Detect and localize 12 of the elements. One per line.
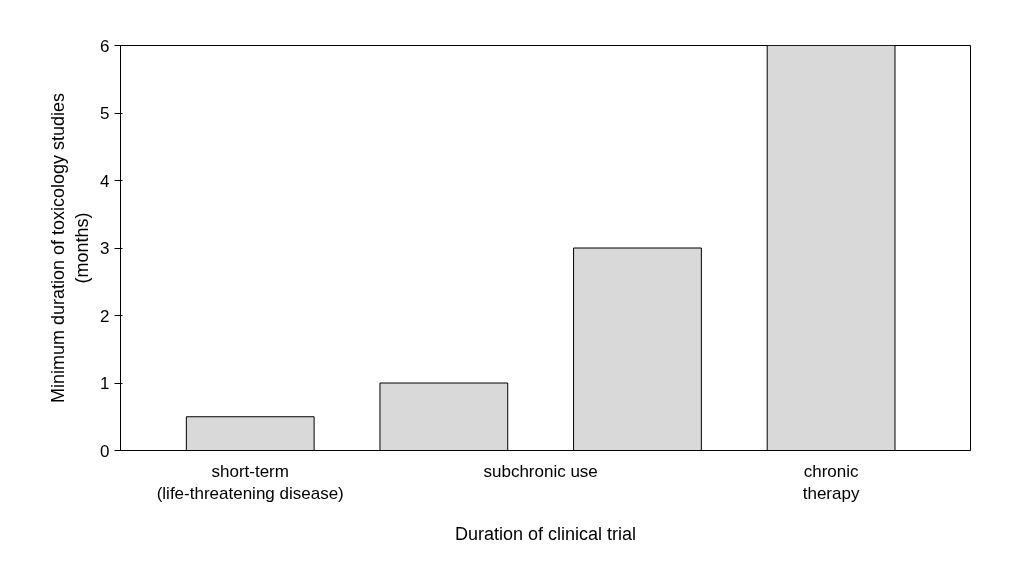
x-tick-label: short-term (life-threatening disease) bbox=[156, 461, 344, 504]
y-tick-label: 4 bbox=[100, 171, 110, 191]
y-tick-label: 6 bbox=[100, 36, 110, 56]
y-tick-label: 0 bbox=[100, 441, 110, 461]
text: subchronic use bbox=[483, 461, 598, 481]
y-tick-label: 1 bbox=[100, 374, 110, 393]
y-tick-label: 2 bbox=[100, 306, 110, 326]
y-tick-label: 5 bbox=[100, 104, 110, 123]
y-axis-title: Minimum duration of toxicology studies (months) bbox=[48, 92, 93, 404]
x-tick-label: chronic therapy bbox=[802, 461, 860, 504]
x-axis-title: Duration of clinical trial bbox=[454, 524, 637, 545]
y-tick-label: 3 bbox=[100, 239, 110, 258]
